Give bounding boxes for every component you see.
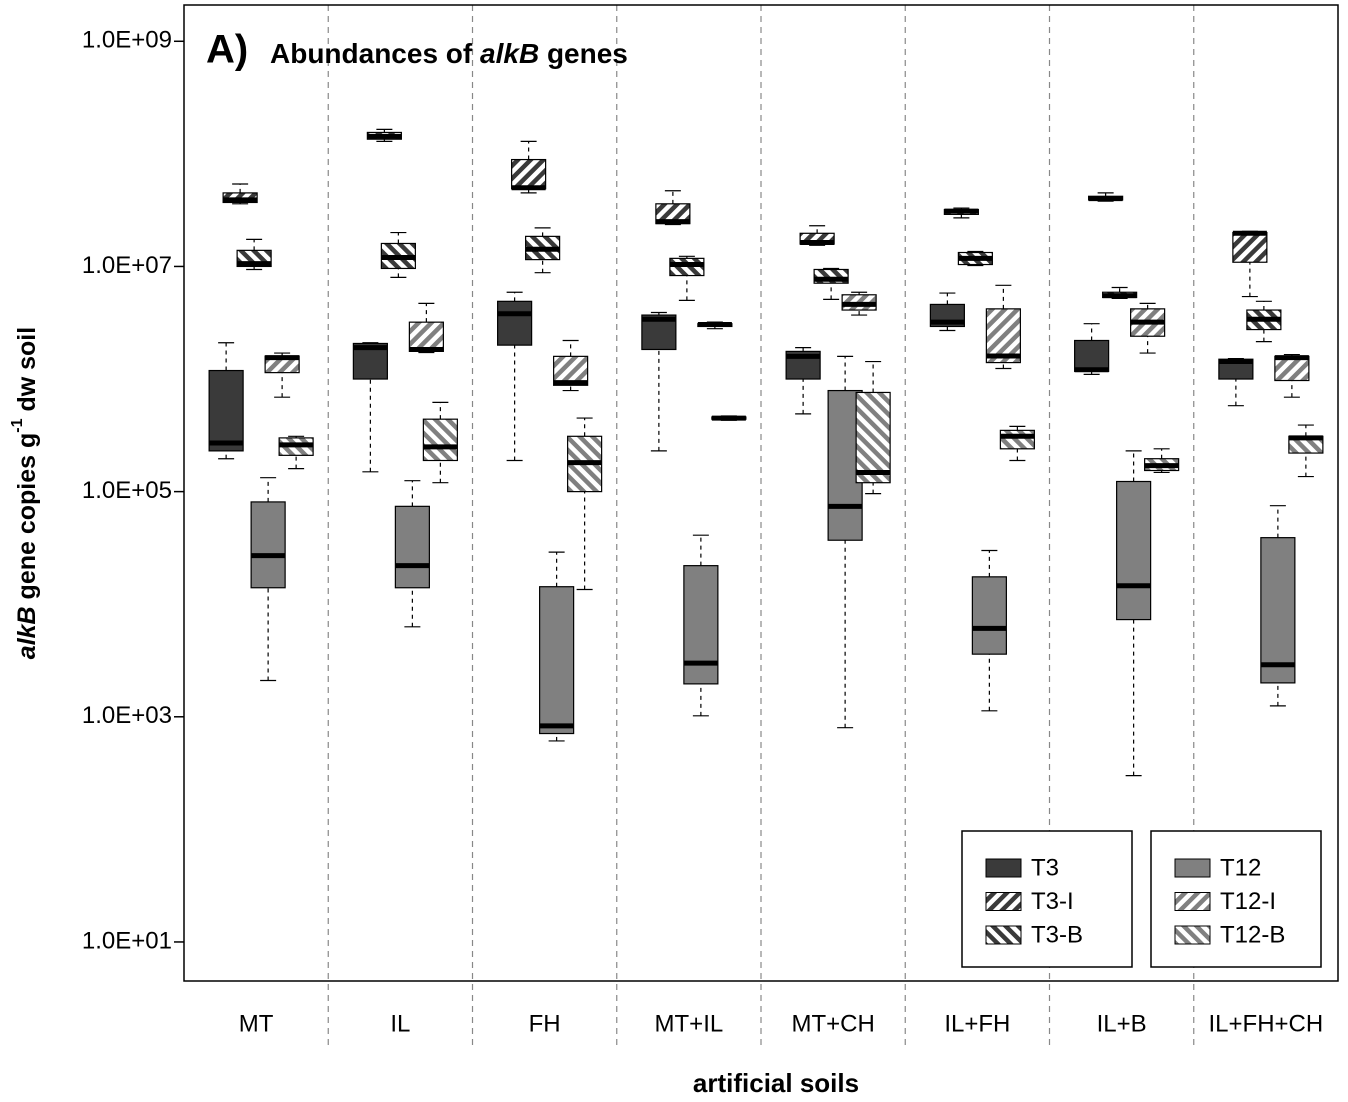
x-axis-title: artificial soils — [693, 1068, 859, 1098]
legend-label: T3 — [1031, 854, 1059, 881]
x-tick-label: MT — [239, 1010, 274, 1037]
y-tick-label: 1.0E+07 — [82, 252, 172, 279]
box — [1260, 537, 1296, 684]
box — [999, 429, 1035, 450]
box — [394, 505, 430, 589]
box — [511, 158, 547, 190]
legend-label: T12 — [1220, 854, 1261, 881]
legend-swatch — [985, 925, 1022, 945]
y-label-part: dw soil — [13, 327, 41, 419]
y-tick-label: 1.0E+03 — [82, 702, 172, 729]
legend-swatch — [1174, 925, 1211, 945]
plot-frame — [183, 4, 1339, 982]
legend-label: T3-B — [1031, 921, 1083, 948]
x-tick-label: IL+B — [1097, 1010, 1147, 1037]
x-tick-label: IL+FH — [944, 1010, 1010, 1037]
legend-label: T12-I — [1220, 888, 1276, 915]
box — [1116, 480, 1152, 621]
box — [250, 501, 286, 589]
title-part: genes — [539, 38, 628, 69]
x-tick-label: MT+CH — [791, 1010, 874, 1037]
y-label-part: -1 — [9, 418, 26, 432]
box — [497, 300, 533, 346]
y-axis-title: alkB gene copies g-1 dw soil — [9, 327, 40, 659]
chart-title: Abundances of alkB genes — [270, 38, 628, 69]
title-part: alkB — [480, 38, 539, 69]
box — [208, 369, 244, 452]
legend-label: T12-B — [1220, 921, 1285, 948]
x-tick-label: FH — [529, 1010, 561, 1037]
y-tick-label: 1.0E+09 — [82, 27, 172, 54]
y-label-part: gene copies g — [13, 433, 41, 607]
x-tick-label: IL+FH+CH — [1209, 1010, 1324, 1037]
title-part: Abundances of — [270, 38, 480, 69]
box — [1232, 231, 1268, 263]
box — [971, 576, 1007, 655]
legend-swatch — [1174, 858, 1211, 878]
panel-label: A) — [206, 28, 248, 72]
y-label-part: alkB — [13, 606, 41, 659]
legend-label: T3-I — [1031, 888, 1074, 915]
legend-swatch — [985, 858, 1022, 878]
box — [539, 586, 575, 735]
box — [422, 418, 458, 462]
box — [855, 391, 891, 484]
legend-swatch — [985, 892, 1022, 911]
box — [683, 565, 719, 685]
legend-swatch — [1174, 892, 1211, 911]
y-tick-label: 1.0E+01 — [82, 927, 172, 954]
x-tick-label: MT+IL — [655, 1010, 724, 1037]
box — [1074, 339, 1110, 372]
y-tick-label: 1.0E+05 — [82, 477, 172, 504]
plot-area — [208, 5, 1324, 1048]
x-tick-label: IL — [390, 1010, 410, 1037]
